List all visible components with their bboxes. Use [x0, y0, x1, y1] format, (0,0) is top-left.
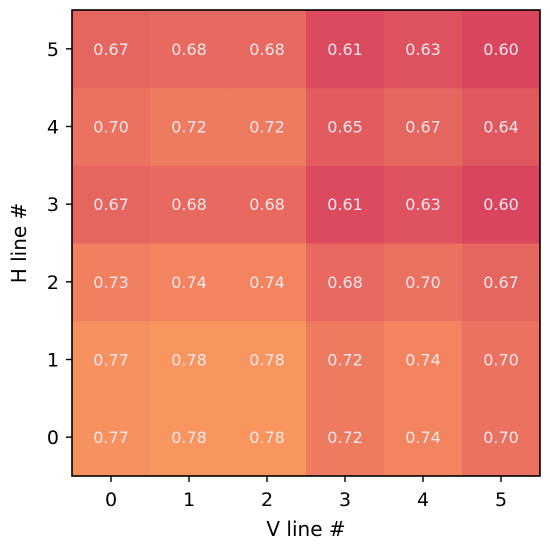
heatmap-cell-r3-c3 — [306, 165, 385, 244]
cell-value-label-r3-c2: 0.68 — [249, 195, 285, 214]
cell-value-label-r4-c0: 0.70 — [93, 118, 129, 137]
cell-value-label-r4-c4: 0.67 — [405, 118, 441, 137]
cell-value-label-r1-c1: 0.78 — [171, 351, 207, 370]
heatmap-cell-r2-c5 — [462, 243, 541, 322]
cell-value-label-r5-c0: 0.67 — [93, 40, 129, 59]
heatmap-cell-r0-c5 — [462, 398, 541, 477]
heatmap-cell-r0-c0 — [72, 398, 151, 477]
heatmap-cell-r3-c5 — [462, 165, 541, 244]
cell-value-label-r2-c2: 0.74 — [249, 273, 285, 292]
y-axis-ticks: 0 1 2 3 4 5 — [47, 39, 72, 449]
cell-value-label-r4-c2: 0.72 — [249, 118, 285, 137]
heatmap-cell-r5-c2 — [228, 10, 307, 89]
heatmap-cell-r0-c3 — [306, 398, 385, 477]
cell-value-label-r3-c4: 0.63 — [405, 195, 441, 214]
cell-value-label-r1-c2: 0.78 — [249, 351, 285, 370]
cell-value-label-r3-c0: 0.67 — [93, 195, 129, 214]
plot-frame — [71, 9, 541, 477]
y-tick-label-4: 4 — [47, 117, 59, 139]
cell-value-label-r3-c1: 0.68 — [171, 195, 207, 214]
heatmap-cell-r2-c3 — [306, 243, 385, 322]
x-tick-label-2: 2 — [261, 489, 273, 511]
heatmap-cell-r3-c2 — [228, 165, 307, 244]
heatmap-cell-r1-c3 — [306, 320, 385, 399]
x-tick-label-1: 1 — [183, 489, 195, 511]
heatmap-cell-r5-c4 — [384, 10, 463, 89]
cell-value-label-r1-c3: 0.72 — [327, 351, 363, 370]
cell-value-label-r2-c5: 0.67 — [483, 273, 519, 292]
heatmap-cell-r5-c3 — [306, 10, 385, 89]
cell-value-label-r0-c5: 0.70 — [483, 428, 519, 447]
x-tick-label-3: 3 — [339, 489, 351, 511]
heatmap-cell-r5-c1 — [150, 10, 229, 89]
cell-value-label-r1-c4: 0.74 — [405, 351, 441, 370]
cell-value-label-r5-c2: 0.68 — [249, 40, 285, 59]
heatmap-cell-r2-c2 — [228, 243, 307, 322]
heatmap-cell-r3-c1 — [150, 165, 229, 244]
cell-value-label-r0-c0: 0.77 — [93, 428, 129, 447]
cell-value-label-r5-c5: 0.60 — [483, 40, 519, 59]
cell-value-label-r1-c0: 0.77 — [93, 351, 129, 370]
heatmap-cell-r5-c5 — [462, 10, 541, 89]
heatmap-cell-r1-c5 — [462, 320, 541, 399]
heatmap-cell-r1-c0 — [72, 320, 151, 399]
heatmap-cell-r2-c1 — [150, 243, 229, 322]
heatmap-cells — [72, 10, 541, 477]
heatmap-cell-r1-c1 — [150, 320, 229, 399]
cell-value-label-r0-c4: 0.74 — [405, 428, 441, 447]
heatmap-cell-r5-c0 — [72, 10, 151, 89]
cell-value-label-r2-c0: 0.73 — [93, 273, 129, 292]
cell-value-label-r2-c4: 0.70 — [405, 273, 441, 292]
x-axis-title: V line # — [266, 517, 345, 541]
heatmap-cell-r2-c0 — [72, 243, 151, 322]
heatmap-cell-r4-c4 — [384, 87, 463, 166]
cell-value-label-r4-c1: 0.72 — [171, 118, 207, 137]
heatmap-cell-r4-c3 — [306, 87, 385, 166]
cell-value-label-r4-c5: 0.64 — [483, 118, 519, 137]
cell-value-label-r1-c5: 0.70 — [483, 351, 519, 370]
x-tick-label-0: 0 — [105, 489, 117, 511]
heatmap-cell-r4-c1 — [150, 87, 229, 166]
cell-value-label-r3-c3: 0.61 — [327, 195, 363, 214]
cell-value-label-r4-c3: 0.65 — [327, 118, 363, 137]
heatmap-cell-r2-c4 — [384, 243, 463, 322]
y-tick-label-5: 5 — [47, 39, 59, 61]
x-tick-label-5: 5 — [495, 489, 507, 511]
cell-value-label-r2-c3: 0.68 — [327, 273, 363, 292]
heatmap-cell-r4-c5 — [462, 87, 541, 166]
cell-value-label-r5-c1: 0.68 — [171, 40, 207, 59]
cell-value-label-r2-c1: 0.74 — [171, 273, 207, 292]
heatmap-cell-r1-c2 — [228, 320, 307, 399]
y-tick-label-0: 0 — [47, 427, 59, 449]
cell-value-label-r0-c3: 0.72 — [327, 428, 363, 447]
cell-value-label-r0-c1: 0.78 — [171, 428, 207, 447]
cell-value-label-r5-c3: 0.61 — [327, 40, 363, 59]
cell-value-label-r3-c5: 0.60 — [483, 195, 519, 214]
y-tick-label-2: 2 — [47, 272, 59, 294]
heatmap-cell-r3-c0 — [72, 165, 151, 244]
heatmap-cell-r4-c0 — [72, 87, 151, 166]
heatmap-cell-r3-c4 — [384, 165, 463, 244]
heatmap-cell-r0-c2 — [228, 398, 307, 477]
heatmap-cell-r4-c2 — [228, 87, 307, 166]
heatmap-cell-r0-c4 — [384, 398, 463, 477]
cell-value-label-r0-c2: 0.78 — [249, 428, 285, 447]
heatmap-cell-r0-c1 — [150, 398, 229, 477]
x-tick-label-4: 4 — [417, 489, 429, 511]
y-tick-label-3: 3 — [47, 194, 59, 216]
y-tick-label-1: 1 — [47, 350, 59, 372]
x-axis-ticks: 0 1 2 3 4 5 — [105, 476, 507, 511]
heatmap-cell-r1-c4 — [384, 320, 463, 399]
y-axis-title: H line # — [7, 203, 31, 284]
cell-value-label-r5-c4: 0.63 — [405, 40, 441, 59]
heatmap-cell-labels: 0.77 0.78 0.78 0.72 0.74 0.70 0.77 0.78 0.78 0.72… — [93, 40, 519, 447]
